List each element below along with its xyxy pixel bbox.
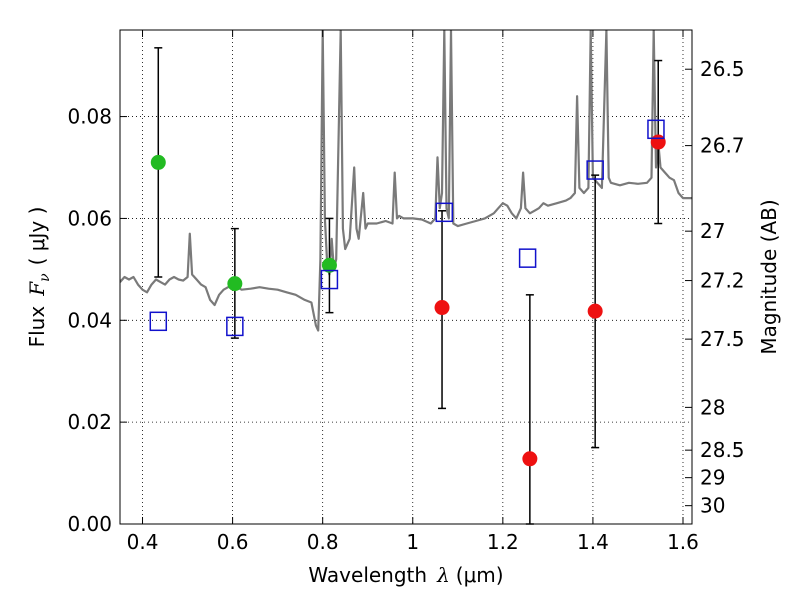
right-tick-label: 28	[700, 395, 725, 419]
right-axis-title: Magnitude (AB)	[757, 199, 781, 354]
x-tick-label: 0.8	[307, 530, 339, 554]
right-tick-label: 26.7	[700, 134, 745, 158]
axis-ticks: 0.4 0.6 0.8 1 1.2 1.4 1.6 0.00 0.02 0.04 0.06 0.08 2…	[67, 30, 745, 554]
right-tick-label: 28.5	[700, 438, 745, 462]
x-tick-label: 1	[406, 530, 419, 554]
plot-frame	[119, 29, 693, 525]
data-point-circle	[227, 276, 243, 292]
y-tick-label: 0.04	[67, 308, 112, 332]
data-markers	[149, 119, 666, 467]
right-tick-label: 29	[700, 466, 725, 490]
x-tick-label: 1.6	[667, 530, 699, 554]
y-tick-label: 0.02	[67, 410, 112, 434]
x-tick-label: 0.6	[217, 530, 249, 554]
model-photometry-square	[149, 311, 168, 332]
model-photometry-square	[435, 202, 454, 223]
x-axis-title: Wavelength λ (μm)	[308, 563, 503, 587]
right-tick-label: 27.2	[700, 269, 745, 293]
y-axis-title: FluxFν( μJy )	[25, 207, 53, 348]
x-tick-label: 1.2	[487, 530, 519, 554]
model-photometry-square	[226, 316, 244, 337]
right-tick-label: 27	[700, 219, 725, 243]
model-photometry-square	[586, 160, 604, 180]
model-photometry-square	[320, 269, 339, 290]
model-photometry-square	[647, 119, 665, 140]
model-spectrum	[120, 30, 692, 332]
right-tick-label: 30	[700, 494, 725, 518]
x-tick-label: 1.4	[577, 530, 609, 554]
y-tick-label: 0.00	[67, 512, 112, 536]
data-point-circle	[150, 154, 166, 170]
y-tick-label: 0.06	[67, 206, 112, 230]
right-tick-label: 27.5	[700, 327, 745, 351]
x-tick-label: 0.4	[127, 530, 159, 554]
model-photometry-square	[518, 248, 537, 268]
spectrum-line	[120, 30, 692, 332]
y-tick-label: 0.08	[67, 105, 112, 129]
right-tick-label: 26.5	[700, 57, 745, 81]
data-point-circle	[587, 303, 603, 319]
data-point-circle	[434, 300, 450, 316]
data-point-circle	[321, 257, 337, 273]
data-point-circle	[522, 451, 538, 467]
